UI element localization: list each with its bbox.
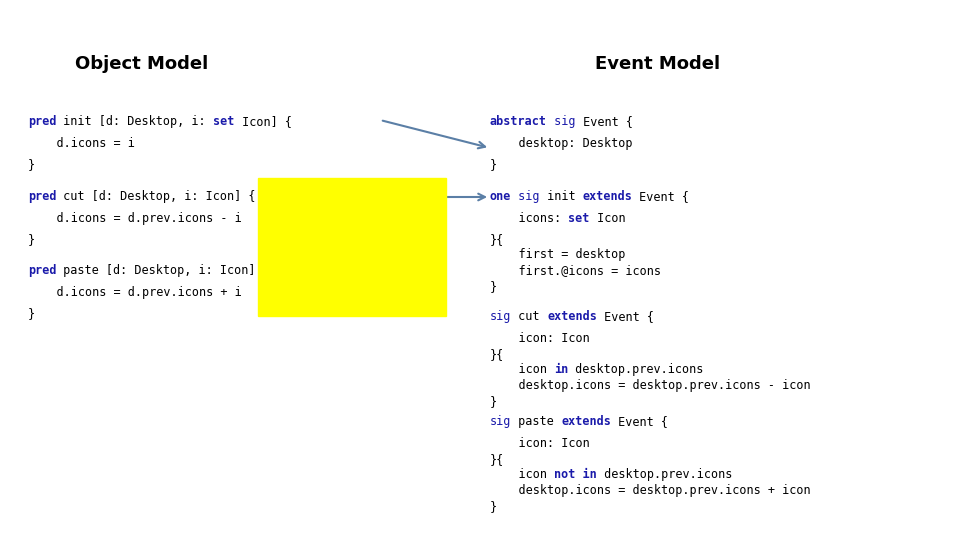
Text: one: one: [490, 190, 512, 203]
Text: extends: extends: [583, 190, 633, 203]
Text: icon: icon: [490, 468, 554, 481]
Text: }: }: [490, 158, 497, 171]
Text: }: }: [28, 233, 36, 246]
Text: Turn parameters: Turn parameters: [264, 255, 408, 273]
Text: icon: Icon: icon: Icon: [490, 437, 589, 450]
Text: d.icons = d.prev.icons + i: d.icons = d.prev.icons + i: [28, 286, 242, 299]
Text: sig: sig: [512, 190, 540, 203]
Text: pred: pred: [28, 190, 57, 203]
Text: Turn predicate: Turn predicate: [264, 186, 390, 204]
Text: d.icons = i: d.icons = i: [28, 137, 134, 150]
Text: desktop: Desktop: desktop: Desktop: [490, 137, 633, 150]
Text: Event {: Event {: [612, 415, 668, 428]
Text: cut [d: Desktop, i: Icon] {: cut [d: Desktop, i: Icon] {: [57, 190, 256, 203]
Text: extends: extends: [547, 310, 597, 323]
Text: abstract: abstract: [490, 115, 547, 128]
Text: first = desktop: first = desktop: [490, 248, 625, 261]
Text: in: in: [554, 363, 568, 376]
Text: sig: sig: [490, 415, 512, 428]
Text: }: }: [490, 395, 497, 408]
Text: paste: paste: [512, 415, 562, 428]
Text: Event {: Event {: [575, 115, 633, 128]
Text: cut: cut: [512, 310, 547, 323]
Text: Icon: Icon: [589, 212, 625, 225]
Text: into signature.: into signature.: [264, 220, 391, 239]
Text: sig: sig: [547, 115, 575, 128]
Text: paste [d: Desktop, i: Icon] {: paste [d: Desktop, i: Icon] {: [57, 264, 271, 277]
Text: sig: sig: [490, 310, 512, 323]
Text: }{: }{: [490, 348, 504, 361]
Text: Icon] {: Icon] {: [234, 115, 292, 128]
Text: }: }: [490, 500, 497, 513]
Text: set: set: [213, 115, 234, 128]
Text: }: }: [490, 280, 497, 293]
Text: init: init: [540, 190, 583, 203]
Text: d.icons = d.prev.icons - i: d.icons = d.prev.icons - i: [28, 212, 242, 225]
Text: }: }: [28, 158, 36, 171]
Text: pred: pred: [28, 115, 57, 128]
Text: icons:: icons:: [490, 212, 568, 225]
Text: }{: }{: [490, 453, 504, 466]
Text: set: set: [568, 212, 589, 225]
Text: desktop.prev.icons: desktop.prev.icons: [568, 363, 704, 376]
Text: Event {: Event {: [597, 310, 654, 323]
Text: desktop.prev.icons: desktop.prev.icons: [597, 468, 732, 481]
Text: desktop.icons = desktop.prev.icons + icon: desktop.icons = desktop.prev.icons + ico…: [490, 484, 810, 497]
Text: Event {: Event {: [633, 190, 689, 203]
Text: icon: icon: [490, 363, 554, 376]
Text: }: }: [28, 307, 36, 320]
Text: icon: Icon: icon: Icon: [490, 332, 589, 345]
Text: first.@icons = icons: first.@icons = icons: [490, 264, 661, 277]
Text: pred: pred: [28, 264, 57, 277]
Text: not in: not in: [554, 468, 597, 481]
Text: init [d: Desktop, i:: init [d: Desktop, i:: [57, 115, 213, 128]
Text: into fields.: into fields.: [264, 289, 355, 307]
Text: Object Model: Object Model: [75, 55, 208, 73]
Text: Event Model: Event Model: [595, 55, 720, 73]
Text: }{: }{: [490, 233, 504, 246]
Text: extends: extends: [562, 415, 612, 428]
Text: desktop.icons = desktop.prev.icons - icon: desktop.icons = desktop.prev.icons - ico…: [490, 379, 810, 392]
